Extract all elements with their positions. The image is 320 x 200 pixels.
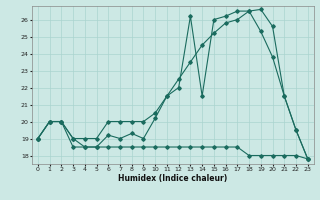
X-axis label: Humidex (Indice chaleur): Humidex (Indice chaleur) [118,174,228,183]
